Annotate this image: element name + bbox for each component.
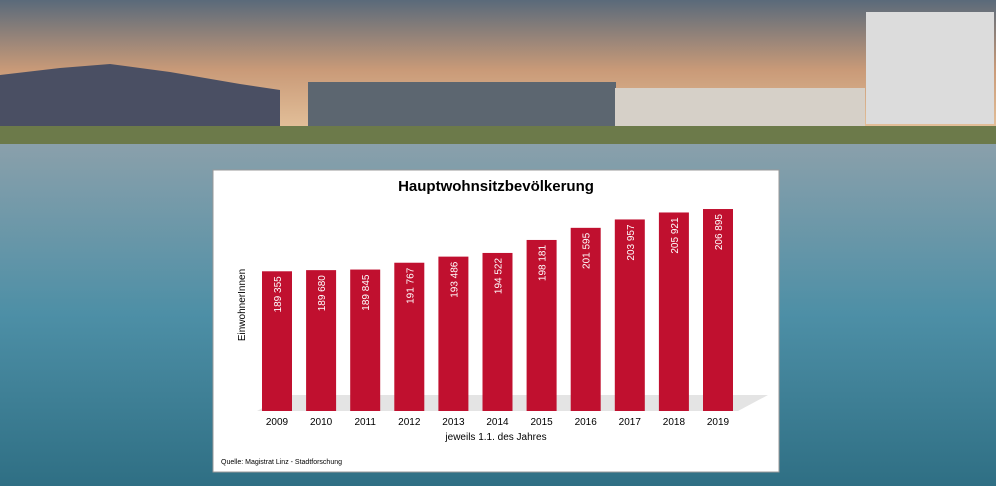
x-tick-label: 2017 [619,417,642,428]
x-tick-label: 2019 [707,417,730,428]
source: Quelle: Magistrat Linz - Stadtforschung [221,459,342,466]
value-label: 203 957 [626,224,637,261]
bar [438,256,469,411]
x-tick-label: 2016 [575,417,598,428]
building [866,12,994,124]
bar [482,252,513,411]
bar [306,270,337,411]
value-label: 193 486 [449,261,460,298]
y-axis-label: EinwohnerInnen [237,269,248,341]
bar [350,269,381,411]
x-tick-label: 2010 [310,417,333,428]
x-axis-label: jeweils 1.1. des Jahres [444,432,546,443]
x-tick-label: 2011 [354,417,376,428]
value-label: 194 522 [494,258,505,295]
x-tick-label: 2014 [486,417,509,428]
x-tick-label: 2009 [266,417,289,428]
building [308,82,616,127]
value-label: 189 680 [317,275,328,312]
value-label: 191 767 [405,267,416,304]
bar [658,212,689,411]
hills [0,64,280,130]
bar [394,262,425,411]
bar [262,271,292,411]
x-tick-label: 2012 [398,417,421,428]
x-tick-label: 2018 [663,417,686,428]
building [615,88,865,126]
value-label: 189 355 [273,276,284,313]
bar [703,209,733,411]
chart-title: Hauptwohnsitzbevölkerung [398,178,594,195]
value-label: 206 895 [714,214,725,251]
bar [526,239,557,411]
value-label: 201 595 [582,232,593,269]
value-label: 189 845 [361,274,372,311]
x-tick-label: 2013 [442,417,465,428]
bar [570,227,601,411]
x-tick-label: 2015 [530,417,553,428]
bar [614,219,645,411]
value-label: 205 921 [670,217,681,254]
value-label: 198 181 [538,245,549,282]
plot: 189 355 2009 189 680 2010 189 845 2011 191 767… [257,209,768,428]
riverbank [0,126,996,144]
